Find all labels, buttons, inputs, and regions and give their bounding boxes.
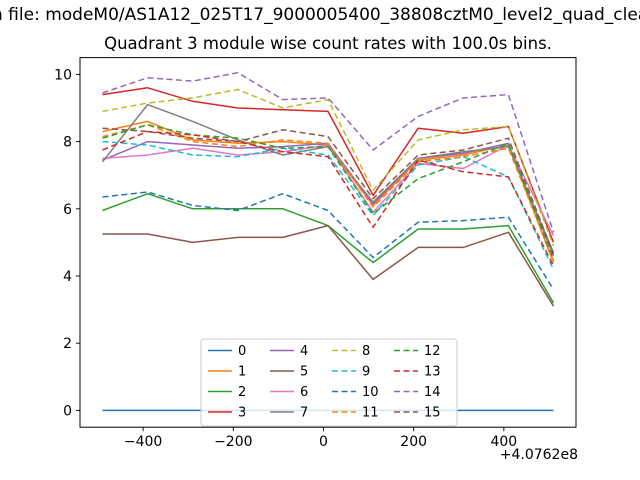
legend-label-5: 5 bbox=[300, 365, 308, 380]
legend-label-4: 4 bbox=[300, 344, 308, 359]
legend-label-1: 1 bbox=[238, 365, 246, 380]
legend-label-10: 10 bbox=[362, 385, 379, 400]
legend-label-9: 9 bbox=[362, 365, 370, 380]
legend-label-7: 7 bbox=[300, 406, 308, 421]
series-line-8 bbox=[102, 88, 555, 247]
legend-label-2: 2 bbox=[238, 385, 246, 400]
series-line-10 bbox=[102, 191, 555, 290]
legend-label-6: 6 bbox=[300, 385, 308, 400]
y-tick-label: 6 bbox=[63, 202, 72, 218]
series-line-12 bbox=[102, 124, 555, 260]
series-line-5 bbox=[102, 224, 555, 307]
x-tick-label: 200 bbox=[400, 434, 427, 450]
series-line-15 bbox=[102, 127, 555, 255]
legend-box bbox=[200, 338, 458, 427]
legend-label-11: 11 bbox=[362, 406, 379, 421]
series-line-6 bbox=[102, 144, 555, 237]
plot-title: Quadrant 3 module wise count rates with … bbox=[104, 34, 552, 53]
legend-label-13: 13 bbox=[424, 365, 441, 380]
y-tick-label: 8 bbox=[63, 135, 72, 151]
series-line-9 bbox=[102, 140, 555, 270]
y-tick-label: 4 bbox=[63, 269, 72, 285]
series-line-3 bbox=[102, 87, 555, 243]
x-tick-label: −200 bbox=[214, 434, 252, 450]
legend-label-12: 12 bbox=[424, 344, 441, 359]
series-line-14 bbox=[102, 71, 555, 233]
axes-frame bbox=[79, 57, 577, 428]
y-tick-label: 10 bbox=[54, 67, 72, 83]
suptitle: n file: modeM0/AS1A12_025T17_9000005400_… bbox=[0, 5, 640, 25]
legend-label-8: 8 bbox=[362, 344, 370, 359]
series-line-7 bbox=[101, 103, 555, 253]
legend-label-0: 0 bbox=[238, 344, 246, 359]
x-axis-offset-label: +4.0762e8 bbox=[499, 447, 578, 463]
series-line-13 bbox=[102, 130, 555, 267]
y-tick-label: 2 bbox=[63, 336, 72, 352]
series-line-11 bbox=[102, 124, 555, 262]
legend-label-3: 3 bbox=[238, 406, 246, 421]
x-tick-label: 0 bbox=[319, 434, 328, 450]
legend-label-14: 14 bbox=[424, 385, 441, 400]
x-tick-label: −400 bbox=[124, 434, 162, 450]
y-tick-label: 0 bbox=[63, 403, 72, 419]
legend-label-15: 15 bbox=[424, 406, 441, 421]
x-tick-label: 400 bbox=[490, 434, 517, 450]
